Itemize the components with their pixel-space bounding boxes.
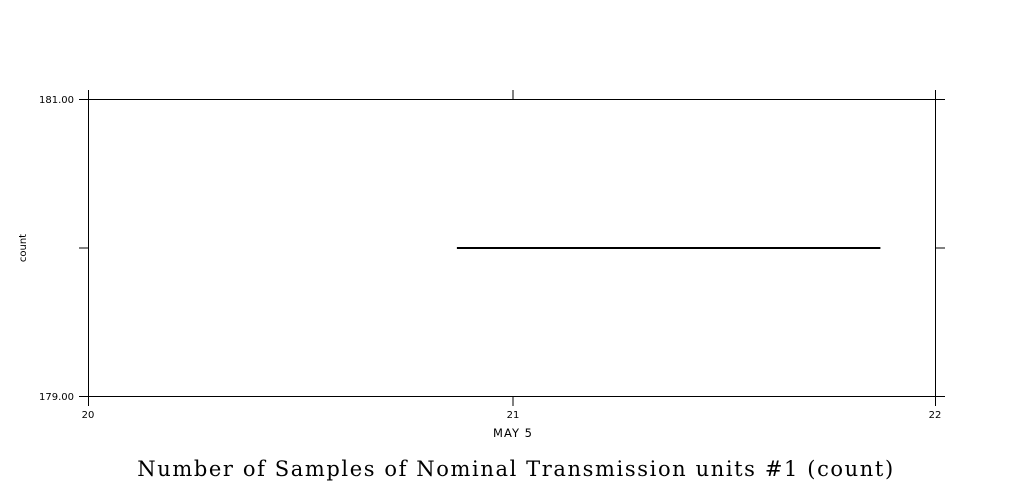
x-axis-label-mid: 21 bbox=[507, 410, 520, 421]
y-axis-label-bottom: 179.00 bbox=[39, 392, 74, 403]
chart-title: Number of Samples of Nominal Transmissio… bbox=[137, 457, 895, 481]
y-axis-title: count bbox=[18, 234, 29, 262]
x-axis-unit-label: MAY 5 bbox=[493, 426, 533, 440]
y-axis-label-top: 181.00 bbox=[39, 95, 74, 106]
x-axis-label-right: 22 bbox=[929, 410, 942, 421]
x-axis-label-left: 20 bbox=[82, 410, 95, 421]
